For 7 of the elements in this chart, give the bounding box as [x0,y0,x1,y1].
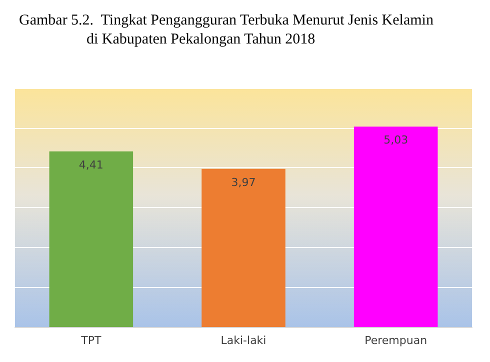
x-tick-label: Laki-laki [220,334,266,347]
chart-title: Gambar 5.2. Tingkat Pengangguran Terbuka Menurut Jenis Kelamin di Kabupaten Pekalongan Tahun 2018 [19,12,434,48]
x-tick-label: Perempuan [364,334,428,347]
data-label: 3,97 [231,176,256,189]
data-label: 4,41 [78,158,104,172]
data-label: 5,03 [384,134,408,147]
x-tick-label: TPT [80,334,102,347]
